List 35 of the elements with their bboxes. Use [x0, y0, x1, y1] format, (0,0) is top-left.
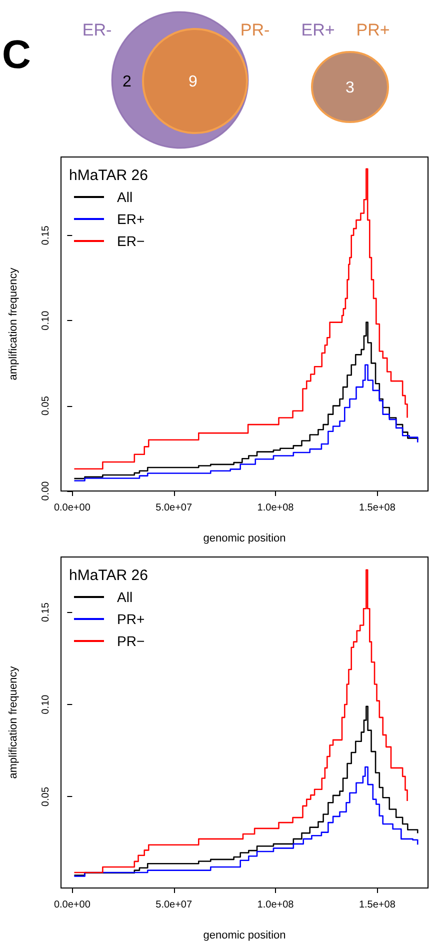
y-tick-label: 0.10	[40, 694, 52, 714]
x-axis-title: genomic position	[203, 532, 286, 544]
y-tick-label: 0.15	[40, 225, 52, 246]
legend-label: PR+	[117, 611, 145, 627]
x-tick-label: 0.0e+00	[54, 502, 91, 514]
y-tick-label: 0.05	[40, 786, 52, 806]
text: C	[2, 33, 31, 77]
legend-label: All	[117, 589, 133, 605]
x-tick-label: 1.0e+08	[257, 502, 294, 514]
data-label: 3	[346, 80, 355, 96]
y-axis-title: amplification frequency	[8, 267, 20, 380]
x-tick-label: 1.0e+08	[257, 900, 294, 910]
legend-title: hMaTAR 26	[69, 167, 148, 184]
data-label: 2	[122, 74, 132, 90]
text: ER+	[301, 20, 335, 40]
y-tick-label: 0.00	[40, 480, 52, 501]
x-tick-label: 5.0e+07	[156, 502, 192, 514]
y-tick-label: 0.10	[40, 310, 52, 330]
legend-label: PR−	[117, 633, 145, 649]
x-tick-label: 1.5e+08	[358, 502, 396, 514]
x-tick-label: 1.5e+08	[358, 900, 396, 910]
x-tick-label: 0.0e+00	[54, 900, 91, 910]
y-axis-title: amplification frequency	[8, 666, 20, 779]
legend-label: ER+	[117, 211, 145, 227]
y-tick-label: 0.15	[40, 602, 52, 622]
legend-label: All	[117, 189, 133, 205]
x-axis-title: genomic position	[203, 930, 286, 942]
text: ER-	[82, 20, 112, 40]
y-tick-label: 0.05	[40, 396, 52, 416]
text: PR-	[240, 20, 270, 40]
legend-title: hMaTAR 26	[69, 567, 148, 584]
text: PR+	[356, 20, 390, 40]
legend-label: ER−	[117, 233, 145, 249]
data-label: 9	[188, 74, 198, 90]
x-tick-label: 5.0e+07	[156, 900, 192, 910]
